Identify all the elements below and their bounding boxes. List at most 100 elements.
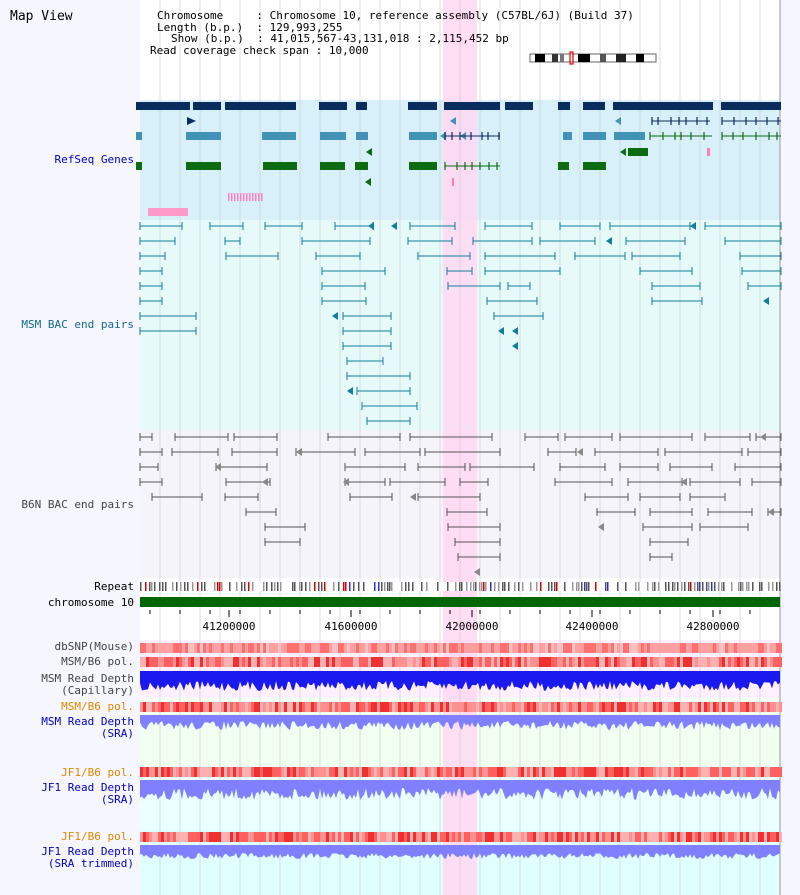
heat-cell (458, 657, 461, 667)
heat-cell (548, 657, 551, 667)
heat-cell (641, 657, 644, 667)
heat-cell (581, 657, 584, 667)
heat-cell (731, 832, 734, 842)
heat-cell (749, 832, 752, 842)
heat-cell (632, 767, 635, 777)
repeat-element (201, 582, 203, 591)
heat-cell (221, 767, 224, 777)
heat-cell (254, 832, 257, 842)
heat-cell (611, 657, 614, 667)
heat-cell (287, 767, 290, 777)
heat-cell (188, 702, 191, 712)
heat-cell (707, 702, 710, 712)
heat-cell (299, 657, 302, 667)
heat-cell (764, 702, 767, 712)
heat-cell (146, 767, 149, 777)
repeat-element (426, 582, 428, 591)
heat-cell (626, 832, 629, 842)
heat-cell (380, 767, 383, 777)
heat-cell (560, 643, 563, 653)
heat-cell (446, 702, 449, 712)
heat-cell (461, 832, 464, 842)
heat-cell (194, 767, 197, 777)
heat-cell (611, 702, 614, 712)
ideogram (529, 53, 657, 63)
heat-cell (386, 832, 389, 842)
track-label-msm-b6-pol-2[interactable]: MSM/B6 pol. (61, 700, 134, 713)
track-label-dbsnp[interactable]: dbSNP(Mouse) (54, 640, 134, 653)
heat-cell (179, 643, 182, 653)
heat-cell (644, 767, 647, 777)
track-label-jf1-depth-trim[interactable]: JF1 Read Depth (SRA trimmed) (41, 846, 134, 870)
repeat-element (470, 582, 472, 591)
jf1-b6-pol-track (140, 767, 782, 777)
repeat-element (459, 582, 461, 591)
heat-cell (368, 643, 371, 653)
repeat-element (617, 582, 619, 591)
repeat-element (481, 582, 483, 591)
heat-cell (158, 767, 161, 777)
heat-cell (524, 767, 527, 777)
track-label-refseq[interactable]: RefSeq Genes (54, 153, 134, 166)
heat-cell (440, 767, 443, 777)
repeat-element (389, 582, 391, 591)
track-label-msm-depth-cap[interactable]: MSM Read Depth (Capillary) (41, 673, 134, 697)
track-label-jf1-depth-sra[interactable]: JF1 Read Depth (SRA) (41, 782, 134, 806)
repeat-element (514, 582, 516, 591)
heat-cell (680, 657, 683, 667)
gene-arrow (505, 102, 511, 110)
track-label-msm-b6-pol[interactable]: MSM/B6 pol. (61, 655, 134, 668)
repeat-element (586, 582, 588, 591)
heat-cell (719, 832, 722, 842)
ideogram-marker (569, 51, 574, 65)
heat-cell (170, 657, 173, 667)
heat-cell (599, 767, 602, 777)
heat-cell (761, 643, 764, 653)
heat-cell (392, 643, 395, 653)
header-info: Chromosome : Chromosome 10, reference as… (150, 9, 634, 57)
heat-cell (407, 832, 410, 842)
heat-cell (248, 702, 251, 712)
heat-cell (353, 643, 356, 653)
repeat-element (746, 582, 748, 591)
heat-cell (719, 767, 722, 777)
track-label-repeat[interactable]: Repeat (94, 580, 134, 593)
heat-cell (488, 832, 491, 842)
heat-cell (743, 643, 746, 653)
heat-cell (545, 767, 548, 777)
heat-cell (410, 643, 413, 653)
heat-cell (680, 702, 683, 712)
heat-cell (710, 702, 713, 712)
heat-cell (269, 767, 272, 777)
heat-cell (158, 702, 161, 712)
heat-cell (557, 643, 560, 653)
heat-cell (383, 643, 386, 653)
heat-cell (365, 832, 368, 842)
heat-cell (338, 657, 341, 667)
heat-cell (512, 643, 515, 653)
track-label-jf1-b6-pol[interactable]: JF1/B6 pol. (61, 766, 134, 779)
heat-cell (431, 657, 434, 667)
track-label-msm-depth-sra[interactable]: MSM Read Depth (SRA) (41, 716, 134, 740)
heat-cell (590, 767, 593, 777)
heat-cell (518, 702, 521, 712)
heat-cell (728, 832, 731, 842)
repeat-element (779, 582, 781, 591)
heat-cell (593, 643, 596, 653)
track-label-chromosome: chromosome 10 (47, 596, 134, 609)
track-label-b6n-bac[interactable]: B6N BAC end pairs (21, 498, 134, 511)
heat-cell (623, 657, 626, 667)
heat-cell (332, 767, 335, 777)
heat-cell (638, 657, 641, 667)
heat-cell (362, 832, 365, 842)
heat-cell (635, 767, 638, 777)
heat-cell (149, 657, 152, 667)
heat-cell (557, 702, 560, 712)
repeat-element (564, 582, 566, 591)
track-label-msm-bac[interactable]: MSM BAC end pairs (21, 318, 134, 331)
heat-cell (581, 832, 584, 842)
heat-cell (425, 702, 428, 712)
track-label-jf1-b6-pol-2[interactable]: JF1/B6 pol. (61, 830, 134, 843)
heat-cell (140, 832, 143, 842)
